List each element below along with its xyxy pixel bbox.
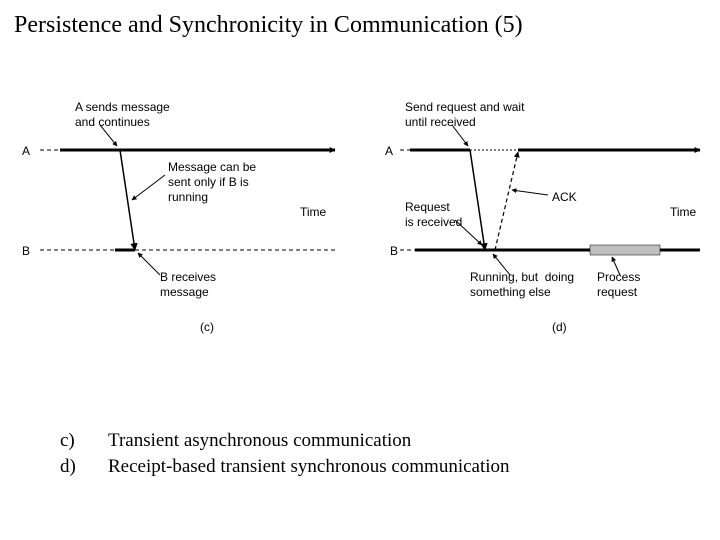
footer-d-key: d): [60, 456, 108, 478]
c-ann-bottom: B receives message: [160, 270, 216, 300]
c-ann-top: A sends message and continues: [75, 100, 170, 130]
footer-row-c: c) Transient asynchronous communication: [60, 430, 510, 452]
c-ann-bot-ptr: [138, 253, 160, 275]
d-ann-ack: ACK: [552, 190, 577, 205]
slide-title: Persistence and Synchronicity in Communi…: [14, 12, 523, 39]
d-caption: (d): [552, 320, 567, 335]
footer-c-key: c): [60, 430, 108, 452]
d-label-a: A: [385, 144, 393, 159]
d-ann-proc: Process request: [597, 270, 640, 300]
d-ann-ack-ptr: [512, 190, 548, 195]
c-ann-mid: Message can be sent only if B is running: [168, 160, 256, 205]
d-ann-req: Request is received: [405, 200, 462, 230]
d-ack-line: [495, 152, 518, 250]
footer-d-text: Receipt-based transient synchronous comm…: [108, 456, 510, 478]
d-label-b: B: [390, 244, 398, 259]
footer-list: c) Transient asynchronous communication …: [60, 430, 510, 482]
d-b-processing: [590, 245, 660, 255]
d-ann-top: Send request and wait until received: [405, 100, 524, 130]
c-caption: (c): [200, 320, 214, 335]
footer-c-text: Transient asynchronous communication: [108, 430, 411, 452]
d-ann-run: Running, but doing something else: [470, 270, 574, 300]
c-time-label: Time: [300, 205, 326, 220]
d-time-label: Time: [670, 205, 696, 220]
c-label-b: B: [22, 244, 30, 259]
d-request-line: [470, 150, 485, 250]
c-label-a: A: [22, 144, 30, 159]
c-ann-mid-ptr: [132, 175, 165, 200]
footer-row-d: d) Receipt-based transient synchronous c…: [60, 456, 510, 478]
